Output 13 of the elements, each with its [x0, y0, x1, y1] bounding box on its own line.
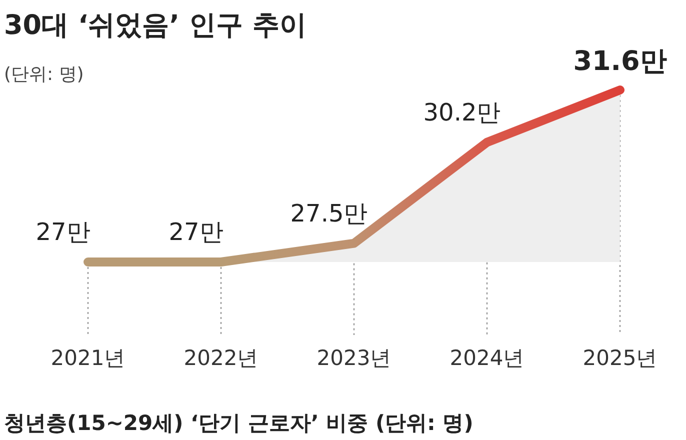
- chart-title: 30대 ‘쉬었음’ 인구 추이: [4, 10, 306, 41]
- x-tick-label: 2021년: [50, 346, 126, 370]
- chart-subtitle: (단위: 명): [4, 64, 84, 85]
- x-tick-label: 2022년: [184, 346, 258, 370]
- x-tick-label: 2025년: [582, 346, 658, 370]
- data-label: 27만: [168, 218, 224, 246]
- data-label: 27.5만: [290, 199, 368, 228]
- data-label: 31.6만: [573, 46, 667, 77]
- x-tick-label: 2023년: [316, 346, 392, 370]
- data-label: 30.2만: [423, 98, 501, 126]
- data-label: 27만: [36, 218, 90, 246]
- x-tick-label: 2024년: [450, 346, 524, 370]
- annotation: 청년층(15~29세) ‘단기 근로자’ 비중 (단위: 명): [4, 411, 474, 435]
